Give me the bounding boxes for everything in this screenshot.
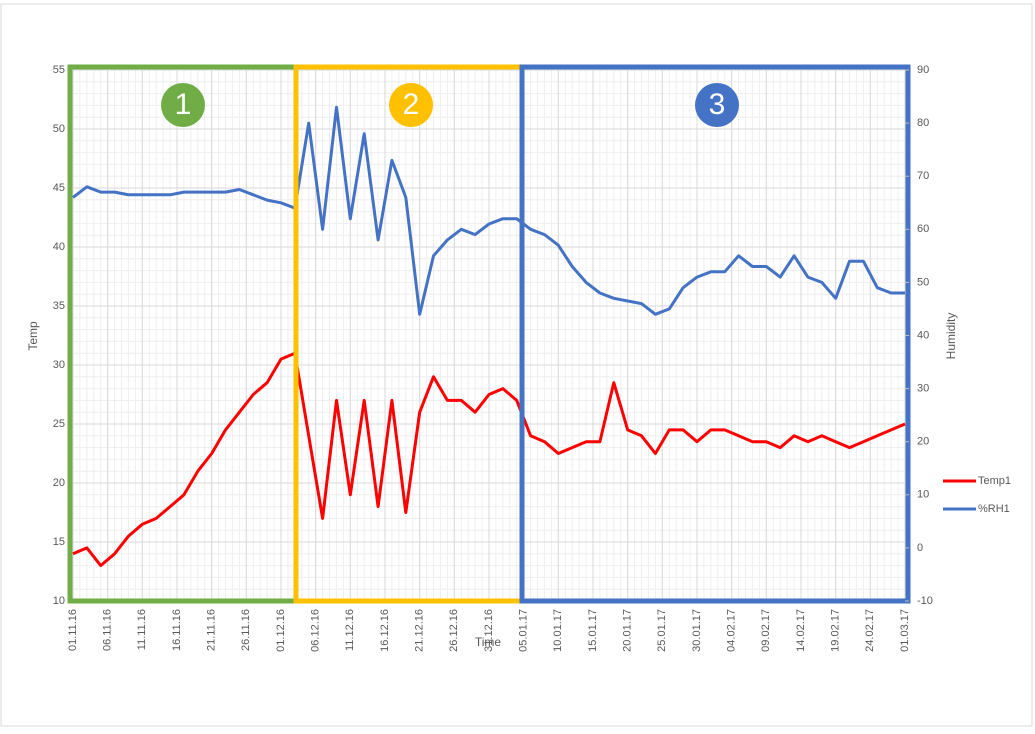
x-tick-label: 06.11.16 [102,609,114,651]
x-axis-title: Time [475,635,502,649]
x-tick-label: 05.01.17 [518,609,530,652]
x-tick-label: 01.12.16 [275,609,287,652]
y2-tick-label: 80 [917,117,929,129]
y2-tick-label: 40 [917,329,929,341]
y2-tick-label: 10 [917,489,929,501]
y-tick-label: 40 [53,241,65,253]
x-tick-label: 11.12.16 [344,609,356,651]
y-tick-label: 15 [53,536,65,548]
region-box [519,64,911,604]
y2-tick-label: 0 [917,542,923,554]
x-tick-label: 30.01.17 [691,609,703,652]
x-tick-label: 26.12.16 [448,609,460,652]
x-tick-label: 10.01.17 [552,609,564,652]
x-tick-label: 01.11.16 [67,609,79,651]
x-tick-label: 14.02.17 [795,609,807,652]
region-box [67,64,299,604]
y2-tick-label: 70 [917,170,929,182]
y2-axis-title: Humidity [944,313,958,360]
region-number: 3 [709,88,726,121]
series-line [72,351,906,568]
y-tick-label: 25 [53,418,65,430]
x-tick-label: 16.11.16 [171,609,183,651]
y-tick-label: 30 [53,359,65,371]
y2-tick-label: 30 [917,383,929,395]
y2-tick-label: 90 [917,64,929,76]
series-line [72,105,905,316]
x-tick-label: 11.11.16 [136,609,148,650]
y-tick-label: 55 [53,64,65,76]
x-tick-label: 25.01.17 [656,609,668,652]
y2-tick-label: 20 [917,436,929,448]
x-tick-label: 01.03.17 [899,609,911,652]
region-number: 1 [175,88,192,121]
legend-label: %RH1 [978,503,1010,515]
x-tick-label: 20.01.17 [622,609,634,652]
x-tick-label: 09.02.17 [760,609,772,652]
region-badge [389,83,433,127]
y-tick-label: 45 [53,182,65,194]
legend-label: Temp1 [978,475,1011,487]
x-tick-label: 24.02.17 [864,609,876,652]
chart-frame [0,3,1033,727]
y-axis-title: Temp [26,321,40,351]
x-tick-label: 31.12.16 [483,609,495,652]
y-tick-label: 20 [53,477,65,489]
x-tick-label: 21.11.16 [206,609,218,651]
region-badge [695,83,739,127]
y-tick-label: 50 [53,123,65,135]
x-tick-label: 26.11.16 [240,609,252,651]
y-tick-label: 35 [53,300,65,312]
x-tick-label: 21.12.16 [414,609,426,652]
x-tick-label: 04.02.17 [726,609,738,652]
region-number: 2 [403,88,420,121]
x-tick-label: 15.01.17 [587,609,599,652]
x-tick-label: 19.02.17 [830,609,842,652]
x-tick-label: 06.12.16 [310,609,322,652]
x-tick-label: 16.12.16 [379,609,391,652]
y2-tick-label: 50 [917,276,929,288]
y2-tick-label: -10 [917,595,933,607]
region-badge [161,83,205,127]
y-tick-label: 10 [53,595,65,607]
y2-tick-label: 60 [917,223,929,235]
